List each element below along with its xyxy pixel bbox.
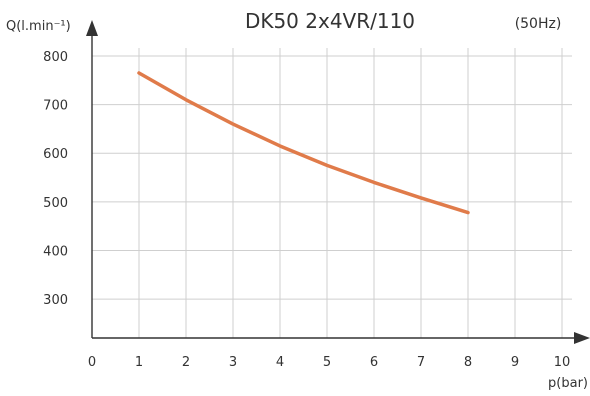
x-tick-label: 6 — [370, 355, 378, 370]
axes — [86, 20, 590, 344]
grid — [92, 48, 572, 338]
x-tick-labels: 0 1 2 3 4 5 6 7 8 9 10 — [88, 355, 570, 370]
x-tick-label: 10 — [554, 355, 571, 370]
y-tick-label: 400 — [43, 244, 68, 259]
x-tick-label: 0 — [88, 355, 96, 370]
chart-subtitle: (50Hz) — [515, 16, 562, 32]
x-axis-label: p(bar) — [548, 376, 588, 391]
x-tick-label: 5 — [323, 355, 331, 370]
series-line — [137, 71, 470, 215]
y-tick-label: 700 — [43, 99, 68, 114]
chart-title: DK50 2x4VR/110 — [245, 9, 415, 33]
x-tick-label: 2 — [182, 355, 190, 370]
x-tick-label: 8 — [464, 355, 472, 370]
y-tick-label: 800 — [43, 50, 68, 65]
x-axis-arrow-icon — [574, 332, 590, 344]
x-tick-label: 4 — [276, 355, 284, 370]
x-tick-label: 3 — [229, 355, 237, 370]
y-tick-label: 600 — [43, 147, 68, 162]
y-axis-label: Q(l.min⁻¹) — [6, 19, 71, 34]
x-tick-label: 1 — [135, 355, 143, 370]
series — [137, 71, 470, 215]
x-tick-label: 7 — [417, 355, 425, 370]
y-axis-arrow-icon — [86, 20, 98, 36]
y-tick-labels: 300 400 500 600 700 800 — [43, 50, 68, 308]
y-tick-label: 300 — [43, 293, 68, 308]
x-tick-label: 9 — [511, 355, 519, 370]
y-tick-label: 500 — [43, 196, 68, 211]
